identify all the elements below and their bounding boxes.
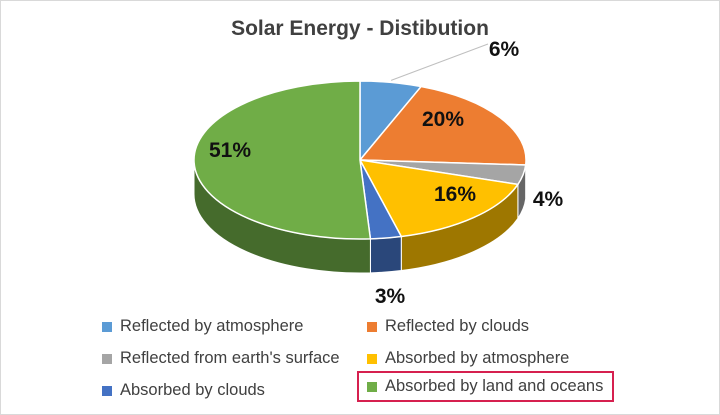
pie-slice-reflected-by-clouds: [358, 85, 527, 166]
data-label-absorbed-by-land-and-oceans: 51%: [209, 139, 251, 162]
data-label-reflected-from-earth-s-surface: 4%: [533, 188, 564, 211]
data-label-reflected-by-atmosphere: 6%: [489, 38, 520, 61]
pie-top-faces: [193, 80, 527, 240]
data-label-reflected-by-clouds: 20%: [422, 108, 464, 131]
pie-side-absorbed-by-clouds: [369, 235, 402, 274]
data-label-absorbed-by-clouds: 3%: [375, 285, 406, 308]
leader-lines: [390, 43, 489, 81]
pie-slice-absorbed-by-land-and-oceans: [193, 80, 372, 240]
data-label-absorbed-by-atmosphere: 16%: [434, 183, 476, 206]
leader-line-reflected-by-atmosphere: [390, 43, 489, 81]
chart-title: Solar Energy - Distibution: [231, 17, 489, 40]
pie-slice-absorbed-by-atmosphere: [358, 159, 520, 238]
data-labels: 6% 20% 4% 16% 3% 51%: [209, 38, 564, 308]
